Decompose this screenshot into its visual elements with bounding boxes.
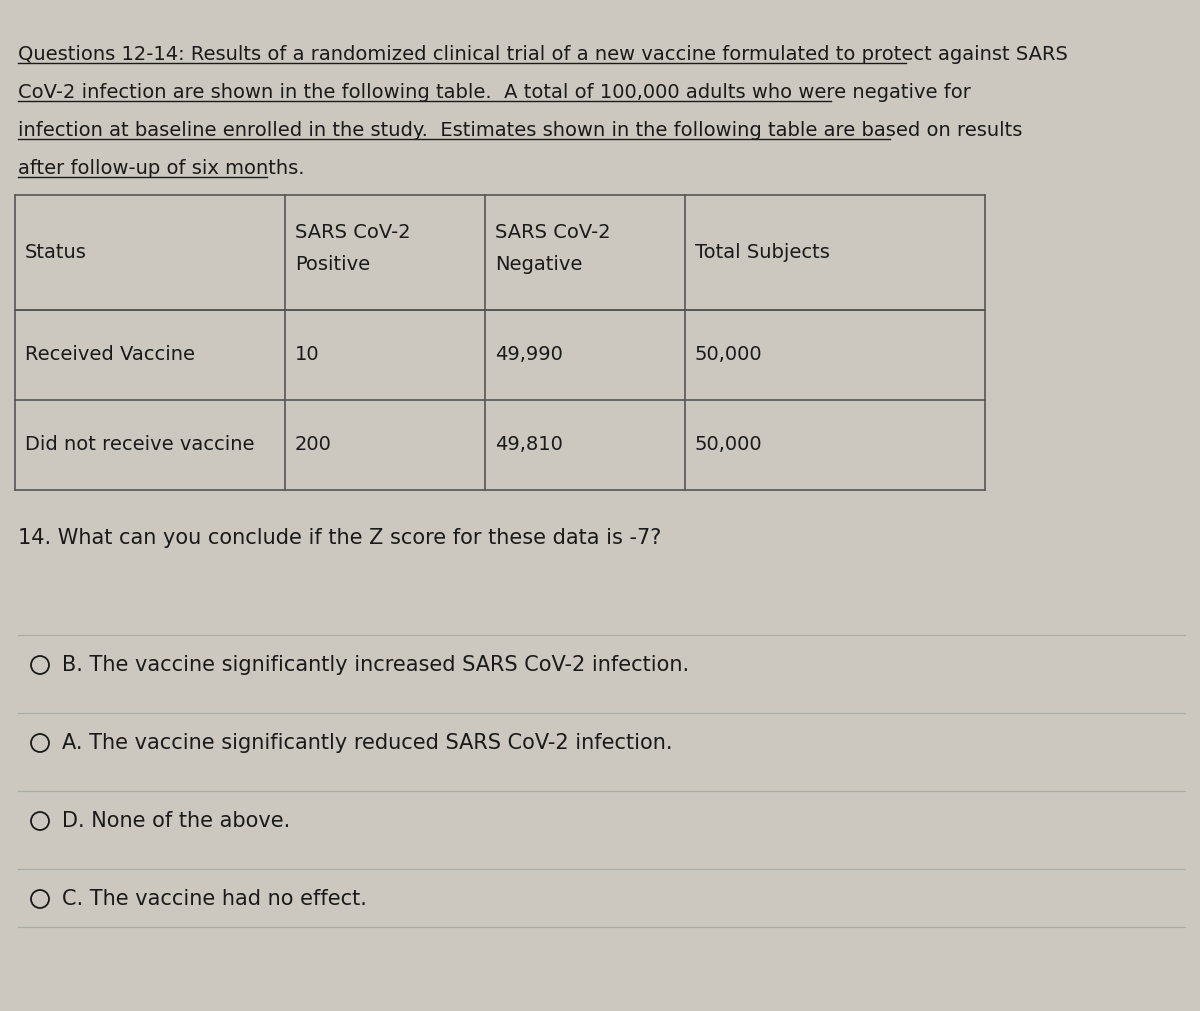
Text: 49,990: 49,990 — [496, 346, 563, 365]
Text: Total Subjects: Total Subjects — [695, 243, 830, 262]
Text: 49,810: 49,810 — [496, 436, 563, 455]
Text: C. The vaccine had no effect.: C. The vaccine had no effect. — [62, 889, 367, 909]
Text: Status: Status — [25, 243, 86, 262]
Text: after follow-up of six months.: after follow-up of six months. — [18, 159, 305, 178]
Text: B. The vaccine significantly increased SARS CoV-2 infection.: B. The vaccine significantly increased S… — [62, 655, 689, 675]
Text: Did not receive vaccine: Did not receive vaccine — [25, 436, 254, 455]
Text: D. None of the above.: D. None of the above. — [62, 811, 290, 831]
Text: A. The vaccine significantly reduced SARS CoV-2 infection.: A. The vaccine significantly reduced SAR… — [62, 733, 672, 753]
Text: Negative: Negative — [496, 255, 582, 274]
Text: Received Vaccine: Received Vaccine — [25, 346, 194, 365]
Text: SARS CoV-2: SARS CoV-2 — [496, 223, 611, 242]
Text: Questions 12-14: Results of a randomized clinical trial of a new vaccine formula: Questions 12-14: Results of a randomized… — [18, 45, 1068, 64]
Text: 14. What can you conclude if the Z score for these data is -7?: 14. What can you conclude if the Z score… — [18, 528, 661, 548]
Text: CoV-2 infection are shown in the following table.  A total of 100,000 adults who: CoV-2 infection are shown in the followi… — [18, 83, 971, 102]
Text: SARS CoV-2: SARS CoV-2 — [295, 223, 410, 242]
Text: 50,000: 50,000 — [695, 346, 763, 365]
Text: 10: 10 — [295, 346, 319, 365]
Text: Positive: Positive — [295, 255, 370, 274]
Text: infection at baseline enrolled in the study.  Estimates shown in the following t: infection at baseline enrolled in the st… — [18, 121, 1022, 140]
Text: 50,000: 50,000 — [695, 436, 763, 455]
Text: 200: 200 — [295, 436, 332, 455]
